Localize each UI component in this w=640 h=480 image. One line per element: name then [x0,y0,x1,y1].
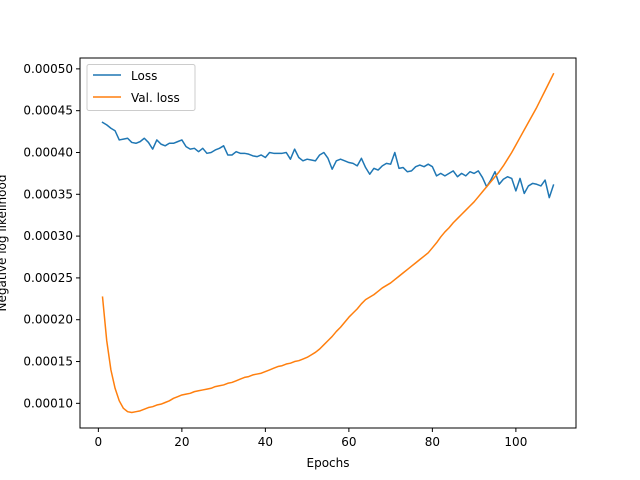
legend: Loss Val. loss [86,64,196,111]
series-line-val-loss [101,72,555,414]
y-tick-label: 0.00030 [23,229,73,243]
x-tick-label: 100 [504,435,527,449]
y-tick-label: 0.00045 [23,104,73,118]
x-tick-label: 20 [174,435,189,449]
x-tick-label: 60 [341,435,356,449]
y-tick-label: 0.00010 [23,396,73,410]
y-axis-label: Negative log likelihood [0,175,9,312]
x-tick-label: 0 [95,435,103,449]
x-tick-label: 40 [258,435,273,449]
series-layer [101,72,555,414]
plot-frame [79,57,577,429]
y-tick-label: 0.00050 [23,62,73,76]
y-tick-label: 0.00025 [23,271,73,285]
legend-label-val-loss: Val. loss [131,91,180,105]
series-line-loss [101,121,555,199]
y-tick-label: 0.00020 [23,313,73,327]
x-axis-label: Epochs [307,456,350,470]
x-axis-ticks: 0 20 40 60 80 100 [95,428,527,449]
legend-label-loss: Loss [131,69,157,83]
y-tick-label: 0.00040 [23,145,73,159]
y-tick-label: 0.00015 [23,355,73,369]
y-axis-ticks: 0.00010 0.00015 0.00020 0.00025 0.00030 0.000… [23,62,80,410]
x-tick-label: 80 [425,435,440,449]
y-tick-label: 0.00035 [23,187,73,201]
legend-box [86,64,196,111]
